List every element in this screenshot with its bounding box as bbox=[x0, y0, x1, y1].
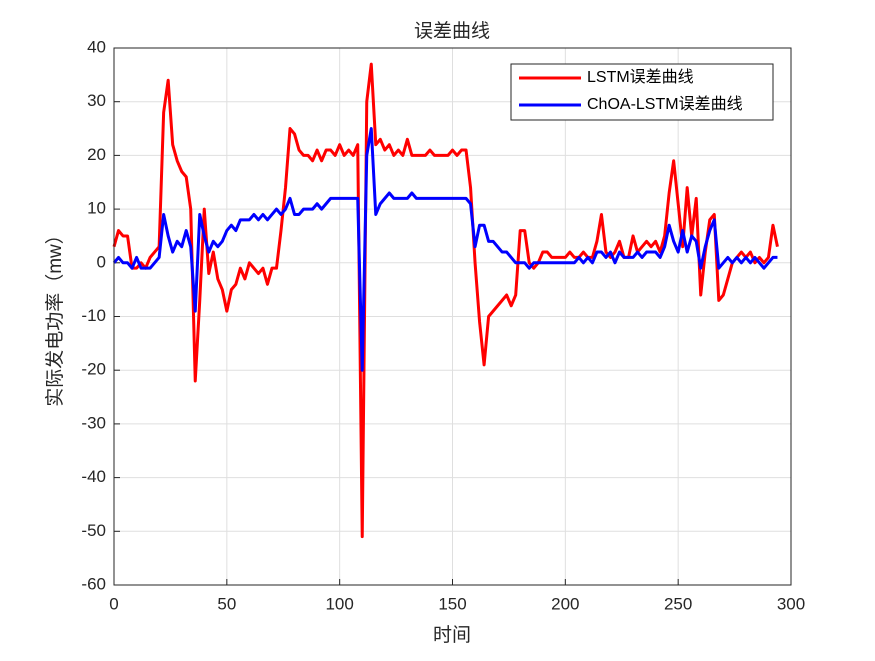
data-line bbox=[112, 127, 778, 372]
y-tick-label: -30 bbox=[81, 413, 106, 432]
y-tick-label: 20 bbox=[87, 145, 106, 164]
chart-title: 误差曲线 bbox=[414, 20, 490, 42]
x-axis-label: 时间 bbox=[433, 624, 471, 646]
x-tick-label: 0 bbox=[109, 594, 118, 613]
x-tick-label: 250 bbox=[664, 594, 692, 613]
data-line bbox=[112, 62, 779, 539]
legend-box bbox=[510, 63, 774, 121]
y-tick-label: -50 bbox=[81, 521, 106, 540]
y-tick-label: -60 bbox=[81, 574, 106, 593]
legend-label: ChOA-LSTM误差曲线 bbox=[587, 95, 743, 113]
y-tick-label: -40 bbox=[81, 467, 106, 486]
plot-frame bbox=[113, 47, 792, 586]
y-tick-label: 30 bbox=[87, 91, 106, 110]
x-tick-label: 300 bbox=[777, 594, 805, 613]
y-tick-label: -20 bbox=[81, 360, 106, 379]
y-tick-label: 40 bbox=[87, 37, 106, 56]
legend-label: LSTM误差曲线 bbox=[587, 68, 694, 86]
x-tick-label: 50 bbox=[217, 594, 236, 613]
y-tick-label: -10 bbox=[81, 306, 106, 325]
x-tick-label: 100 bbox=[325, 594, 353, 613]
x-tick-label: 150 bbox=[438, 594, 466, 613]
y-tick-label: 10 bbox=[87, 199, 106, 218]
x-tick-label: 200 bbox=[551, 594, 579, 613]
y-tick-label: 0 bbox=[97, 252, 106, 271]
y-axis-label: 实际发电功率（mw） bbox=[44, 225, 66, 407]
